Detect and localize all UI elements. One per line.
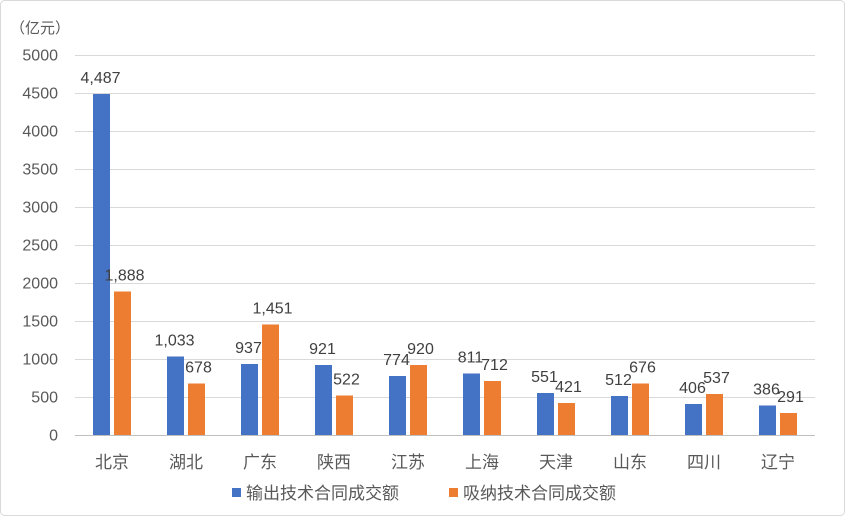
- y-tick-labels: 0 500 1000 1500 2000 2500 3000 3500 4000 4500 5000: [22, 48, 58, 445]
- data-label-output: 551: [531, 369, 558, 386]
- data-label-absorb: 1,888: [104, 268, 144, 285]
- y-tick-label: 3500: [22, 162, 58, 179]
- bar-absorb: [410, 365, 427, 435]
- data-label-absorb: 522: [333, 371, 360, 388]
- y-axis-unit-label: （亿元）: [10, 20, 70, 37]
- data-label-output: 937: [235, 340, 262, 357]
- y-tick-label: 500: [31, 390, 58, 407]
- bar-absorb: [114, 291, 131, 435]
- x-tick-label: 山东: [613, 453, 647, 472]
- data-label-output: 386: [753, 382, 780, 399]
- bar-absorb: [706, 394, 723, 435]
- y-tick-label: 1000: [22, 352, 58, 369]
- x-tick-label: 天津: [539, 453, 573, 472]
- y-tick-label: 3000: [22, 200, 58, 217]
- bar-absorb: [188, 383, 205, 435]
- x-tick-label: 湖北: [169, 453, 203, 472]
- bars: [93, 93, 797, 435]
- bar-output: [759, 405, 776, 435]
- data-label-output: 921: [309, 341, 336, 358]
- legend-label-absorb: 吸纳技术合同成交额: [463, 484, 616, 503]
- bar-absorb: [780, 412, 797, 435]
- legend-label-output: 输出技术合同成交额: [246, 484, 399, 503]
- x-tick-label: 辽宁: [761, 453, 795, 472]
- x-tick-label: 上海: [465, 453, 499, 472]
- legend-item-output: 输出技术合同成交额: [232, 484, 399, 503]
- legend-swatch-output: [232, 488, 241, 497]
- data-label-absorb: 291: [777, 389, 804, 406]
- data-label-output: 4,487: [80, 70, 120, 87]
- data-label-absorb: 421: [555, 379, 582, 396]
- data-label-output: 774: [383, 352, 410, 369]
- y-tick-label: 2000: [22, 276, 58, 293]
- data-label-output: 811: [458, 349, 484, 366]
- bar-output: [463, 373, 480, 435]
- legend-swatch-absorb: [449, 488, 458, 497]
- data-label-absorb: 678: [185, 359, 212, 376]
- data-label-absorb: 920: [407, 341, 434, 358]
- x-tick-label: 广东: [243, 453, 277, 472]
- bar-output: [167, 356, 184, 435]
- bar-output: [241, 363, 258, 435]
- bar-absorb: [262, 324, 279, 435]
- bar-output: [389, 376, 406, 435]
- legend-item-absorb: 吸纳技术合同成交额: [449, 484, 616, 503]
- data-label-absorb: 1,451: [252, 301, 292, 318]
- y-tick-label: 4000: [22, 124, 58, 141]
- bar-absorb: [558, 403, 575, 435]
- data-label-absorb: 537: [703, 370, 730, 387]
- bar-output: [611, 396, 628, 435]
- y-tick-label: 1500: [22, 314, 58, 331]
- bar-absorb: [484, 380, 501, 435]
- bar-absorb: [632, 383, 649, 435]
- legend: 输出技术合同成交额 吸纳技术合同成交额: [232, 484, 616, 503]
- bar-output: [93, 93, 110, 435]
- data-label-absorb: 676: [629, 360, 656, 377]
- x-tick-label: 北京: [95, 453, 129, 472]
- data-label-output: 406: [679, 380, 706, 397]
- y-tick-label: 2500: [22, 238, 58, 255]
- y-tick-label: 0: [49, 428, 58, 445]
- bar-absorb: [336, 395, 353, 435]
- x-tick-label: 江苏: [391, 453, 425, 472]
- bar-output: [537, 393, 554, 435]
- y-tick-label: 5000: [22, 48, 58, 65]
- bar-output: [685, 404, 702, 435]
- data-label-output: 512: [605, 372, 632, 389]
- x-tick-label: 陕西: [317, 453, 351, 472]
- x-tick-label: 四川: [687, 453, 721, 472]
- x-tick-labels: 北京 湖北 广东 陕西 江苏 上海 天津 山东 四川 辽宁: [95, 453, 795, 472]
- data-label-output: 1,033: [154, 332, 194, 349]
- y-tick-label: 4500: [22, 86, 58, 103]
- data-label-absorb: 712: [481, 357, 508, 374]
- bar-output: [315, 365, 332, 435]
